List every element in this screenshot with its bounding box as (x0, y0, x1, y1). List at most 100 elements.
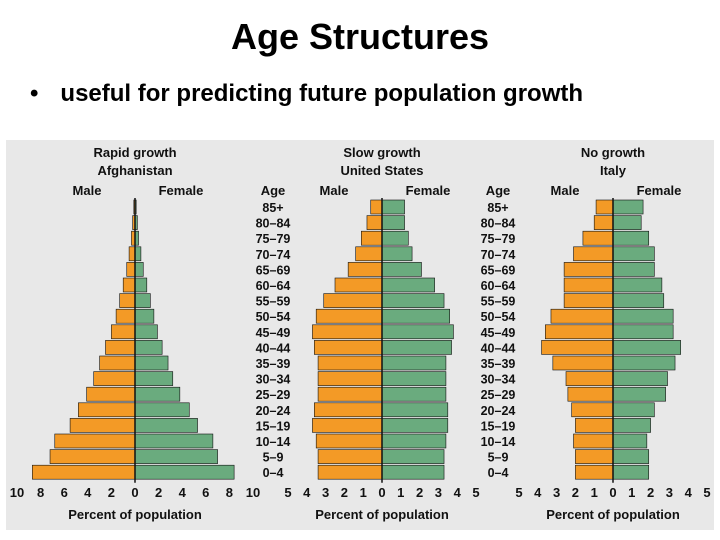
female-bar (612, 199, 644, 215)
female-bar (381, 230, 409, 246)
male-label: Male (73, 183, 102, 198)
x-tick-label: 2 (155, 485, 162, 500)
x-tick-label: 2 (416, 485, 423, 500)
female-bar (381, 199, 405, 215)
female-bar (612, 262, 655, 277)
female-bar (134, 371, 174, 386)
age-group-label: 40–44 (481, 341, 516, 355)
male-bar (575, 464, 614, 480)
male-bar (317, 386, 383, 402)
female-bar (612, 308, 674, 324)
male-bar (317, 371, 383, 386)
age-group-label: 20–24 (256, 404, 291, 418)
x-tick-label: 4 (303, 485, 311, 500)
chart-subtitle: Afghanistan (97, 163, 172, 178)
female-label: Female (159, 183, 204, 198)
male-bar (314, 340, 383, 355)
age-group-label: 45–49 (256, 326, 291, 340)
slide-title: Age Structures (230, 16, 490, 57)
male-bar (541, 340, 614, 355)
age-group-label: 50–54 (256, 310, 291, 324)
female-bar (612, 277, 663, 293)
male-bar (552, 355, 614, 371)
x-tick-label: 10 (10, 485, 24, 500)
age-group-label: 0–4 (488, 466, 509, 480)
age-group-label: 65–69 (256, 263, 291, 277)
male-bar (312, 324, 383, 340)
x-tick-label: 5 (472, 485, 479, 500)
male-bar (126, 262, 136, 277)
x-axis-label: Percent of population (68, 507, 202, 522)
x-tick-label: 1 (591, 485, 598, 500)
age-group-label: 10–14 (481, 435, 516, 449)
male-bar (317, 449, 383, 464)
female-bar (381, 464, 445, 480)
male-bar (573, 246, 614, 262)
age-group-label: 50–54 (481, 310, 516, 324)
x-tick-label: 4 (685, 485, 693, 500)
male-bar (550, 308, 614, 324)
female-bar (381, 418, 449, 433)
male-bar (314, 402, 383, 418)
female-bar (612, 324, 674, 340)
female-bar (612, 464, 650, 480)
male-bar (317, 464, 383, 480)
age-pyramid-figure: Rapid growth Afghanistan Male Female 10 8 6 4 2 0… (6, 140, 714, 530)
female-bar (612, 371, 668, 386)
bullet-text: useful for predicting future population … (60, 80, 584, 107)
male-bar (312, 418, 383, 433)
male-bar (119, 293, 136, 308)
x-tick-label: 6 (202, 485, 209, 500)
female-bar (134, 246, 142, 262)
female-bar (134, 355, 169, 371)
female-bar (134, 418, 198, 433)
bullet-point: • useful for predicting future populatio… (30, 80, 583, 108)
female-bar (134, 402, 190, 418)
male-bar (582, 230, 614, 246)
x-tick-label: 4 (454, 485, 462, 500)
male-bar (334, 277, 383, 293)
age-header: Age (261, 183, 286, 198)
age-group-label: 70–74 (481, 248, 516, 262)
age-group-label: 60–64 (256, 279, 291, 293)
age-group-label: 85+ (487, 201, 508, 215)
male-bar (567, 386, 614, 402)
x-tick-label: 0 (609, 485, 616, 500)
x-axis-label: Percent of population (546, 507, 680, 522)
female-bar (381, 308, 450, 324)
age-group-label: 30–34 (481, 373, 516, 387)
chart-title: Rapid growth (93, 145, 176, 160)
male-bar (115, 308, 136, 324)
age-group-label: 35–39 (481, 357, 516, 371)
male-bar (573, 433, 614, 449)
x-axis-label: Percent of population (315, 507, 449, 522)
female-bar (134, 308, 155, 324)
age-group-label: 20–24 (481, 404, 516, 418)
female-bar (134, 340, 163, 355)
age-group-label: 0–4 (263, 466, 284, 480)
chart-subtitle: United States (340, 163, 423, 178)
female-bar (612, 230, 650, 246)
male-bar (366, 215, 383, 230)
female-bar (381, 293, 445, 308)
male-bar (347, 262, 383, 277)
age-group-label: 30–34 (256, 373, 291, 387)
female-bar (134, 262, 144, 277)
female-bar (134, 449, 218, 464)
female-bar (612, 418, 651, 433)
x-tick-label: 5 (703, 485, 710, 500)
age-group-label: 65–69 (481, 263, 516, 277)
female-bar (612, 402, 655, 418)
female-bar (381, 386, 447, 402)
male-bar (122, 277, 136, 293)
male-bar (370, 199, 383, 215)
x-tick-label: 5 (284, 485, 291, 500)
female-bar (381, 433, 447, 449)
age-header: Age (486, 183, 511, 198)
male-bar (315, 433, 383, 449)
x-tick-label: 4 (534, 485, 542, 500)
female-bar (612, 246, 655, 262)
female-bar (134, 293, 151, 308)
age-group-label: 15–19 (256, 419, 291, 433)
